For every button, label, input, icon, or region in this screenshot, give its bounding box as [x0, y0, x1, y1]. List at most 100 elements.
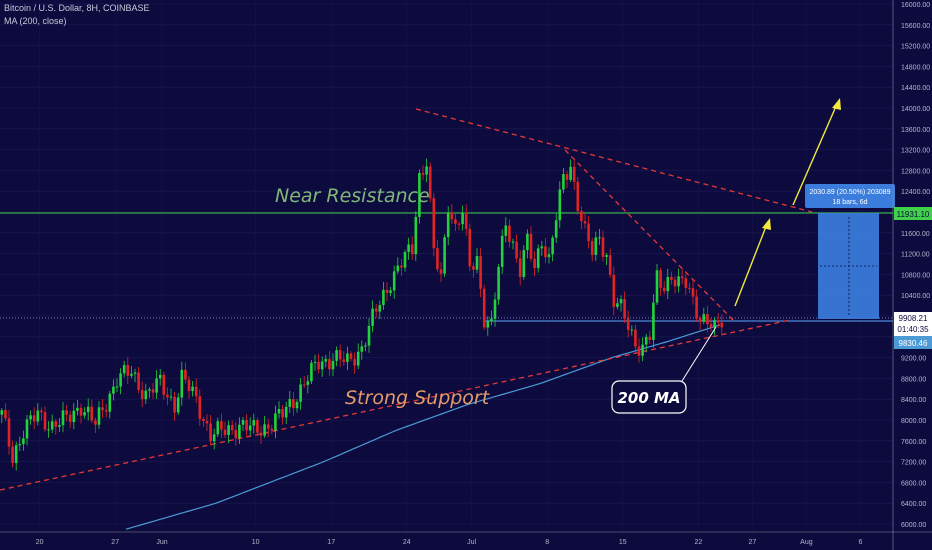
candle	[414, 216, 418, 255]
y-tick-label: 15600.00	[901, 23, 930, 30]
candle	[356, 351, 360, 366]
candle	[11, 446, 14, 463]
candle	[432, 198, 436, 249]
y-tick-label: 7200.00	[901, 460, 926, 467]
candle	[241, 420, 245, 425]
candle	[540, 246, 544, 249]
candle	[684, 278, 688, 288]
candle	[274, 413, 277, 431]
candle	[7, 418, 11, 447]
symbol-title[interactable]: Bitcoin / U.S. Dollar, 8H, COINBASE	[4, 3, 150, 13]
candle	[115, 386, 119, 388]
x-tick-label: 8	[545, 539, 549, 546]
candle	[148, 389, 151, 391]
candle	[655, 270, 659, 303]
candle	[205, 421, 209, 424]
y-tick-label: 14800.00	[901, 64, 930, 71]
x-tick-label: 15	[619, 539, 627, 546]
candle	[234, 430, 238, 439]
candle	[716, 320, 720, 323]
candle	[605, 255, 608, 257]
candle	[18, 444, 22, 446]
ma-price-tag	[894, 336, 932, 349]
x-tick-label: Jul	[467, 539, 476, 546]
candle	[583, 221, 587, 224]
candle	[374, 308, 378, 312]
y-tick-label: 6000.00	[901, 522, 926, 529]
x-tick-label: Aug	[800, 539, 813, 546]
candle	[133, 372, 137, 374]
candle	[173, 396, 176, 413]
candle	[457, 223, 461, 225]
candle	[569, 166, 572, 180]
candle	[191, 386, 194, 392]
target-arrow-near[interactable]	[734, 223, 768, 307]
candle	[493, 299, 497, 319]
candle	[346, 353, 349, 362]
candle	[504, 225, 508, 236]
ma-200-line	[125, 324, 721, 530]
countdown-label: 01:40:35	[897, 325, 929, 334]
measure-label-line1: 2030.89 (20.50%) 203089	[810, 189, 891, 196]
candle	[43, 412, 47, 430]
candle	[428, 166, 432, 199]
candle	[72, 410, 76, 423]
y-tick-label: 12800.00	[901, 168, 930, 175]
current-price-tag	[894, 312, 932, 336]
candle	[176, 397, 180, 413]
x-axis-labels[interactable]: 20 27 Jun 10 17 24 Jul 8 15 22 27 Aug 6	[36, 539, 863, 546]
candle	[511, 241, 515, 243]
candle	[101, 407, 104, 411]
candle	[698, 318, 702, 322]
drawings: 2030.89 (20.50%) 203089 18 bars, 6d	[0, 98, 895, 491]
candle	[83, 412, 86, 416]
candle	[108, 393, 112, 412]
y-tick-label: 8800.00	[901, 376, 926, 383]
candle	[670, 277, 673, 280]
measure-label-line2: 18 bars, 6d	[832, 199, 867, 206]
candle	[277, 408, 281, 414]
candle	[443, 237, 446, 274]
candle	[497, 266, 500, 300]
candle	[162, 374, 166, 395]
y-tick-label: 13600.00	[901, 127, 930, 134]
target-arrow-far[interactable]	[792, 103, 838, 206]
candle	[454, 219, 457, 224]
candle	[468, 228, 472, 267]
candle	[65, 410, 68, 415]
candle	[266, 424, 270, 429]
candle	[410, 244, 414, 255]
candle	[292, 399, 295, 409]
candle	[61, 410, 65, 426]
inner-trendline[interactable]	[564, 149, 736, 323]
annotations: Near Resistance Strong Support 200 MA	[275, 185, 717, 414]
candle	[40, 410, 43, 413]
candle	[126, 365, 130, 376]
candle	[166, 394, 169, 398]
candle	[508, 225, 511, 242]
candle	[22, 438, 25, 445]
candle	[288, 399, 292, 407]
candle	[619, 299, 623, 304]
candle	[612, 274, 616, 307]
candle	[482, 288, 486, 328]
y-tick-label: 15200.00	[901, 44, 930, 51]
candle	[14, 445, 18, 463]
candle	[580, 211, 583, 222]
candle	[662, 287, 666, 292]
candle	[641, 344, 644, 356]
candle	[601, 237, 605, 257]
candle	[644, 336, 648, 345]
candle	[367, 325, 371, 346]
indicator-legend[interactable]: MA (200, close)	[4, 16, 67, 26]
candle	[180, 369, 184, 398]
candle	[338, 350, 342, 360]
y-tick-label: 10800.00	[901, 272, 930, 279]
candle	[500, 235, 504, 267]
candle	[328, 359, 331, 370]
candle	[130, 373, 133, 376]
y-tick-label: 9200.00	[901, 356, 926, 363]
candle	[54, 421, 58, 427]
